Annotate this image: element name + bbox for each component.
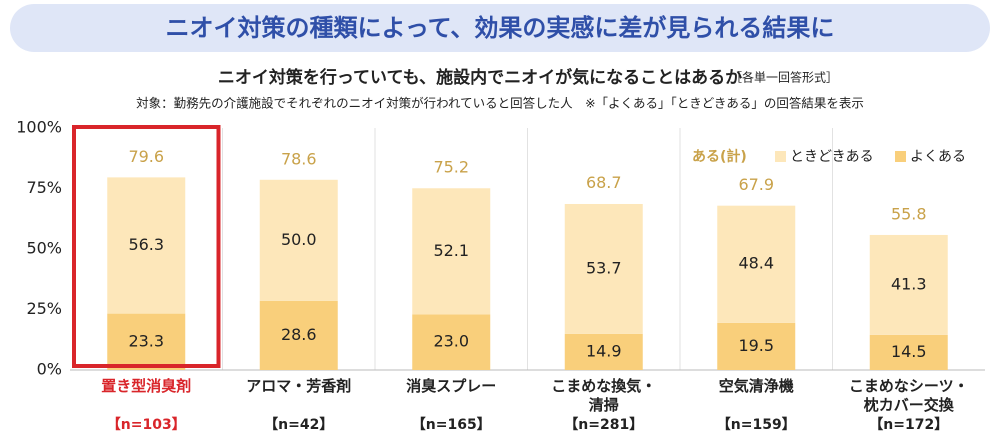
sample-size: 【n=172】 (869, 417, 948, 433)
x-tick-label: 消臭スプレー (406, 377, 496, 395)
bar-segment (717, 322, 796, 370)
legend-label: ある(計) (692, 148, 747, 165)
banner: ニオイ対策の種類によって、効果の実感に差が見られる結果に (166, 14, 835, 42)
value-label: 56.3 (128, 235, 164, 254)
total-label: 68.7 (586, 173, 622, 192)
total-label: 75.2 (433, 158, 469, 177)
sample-size: 【n=159】 (717, 417, 796, 433)
subtitle: ［各単一回答形式］ (730, 70, 838, 85)
value-label: 14.9 (586, 341, 622, 360)
value-label: 50.0 (281, 230, 317, 249)
sample-size: 【n=165】 (412, 417, 491, 433)
banner-bg (10, 4, 990, 52)
value-label: 23.3 (128, 331, 164, 350)
bar-segment (412, 314, 491, 370)
value-label: 19.5 (738, 336, 774, 355)
sample-size: 【n=42】 (264, 417, 333, 433)
value-label: 48.4 (738, 254, 774, 273)
legend-label: ときどきある (790, 149, 874, 165)
bar-segment (869, 234, 948, 335)
bar-segment (259, 179, 338, 301)
y-tick-label: 50% (26, 239, 62, 258)
y-tick-label: 0% (37, 360, 62, 379)
value-label: 52.1 (433, 241, 469, 260)
y-tick-label: 100% (16, 118, 62, 137)
bar-segment (717, 205, 796, 323)
x-tick-label: こまめなシーツ・枕カバー交換 (849, 377, 969, 414)
bar-segment (869, 334, 948, 370)
y-tick-label: 25% (26, 299, 62, 318)
chart-title: ニオイ対策を行っていても、施設内でニオイが気になることはあるか (218, 67, 742, 88)
highlight-box (72, 125, 221, 368)
bar-segment (259, 300, 338, 370)
value-label: 53.7 (586, 258, 622, 277)
bar-segment (412, 188, 491, 315)
legend-label: よくある (910, 149, 966, 165)
x-tick-label: こまめな換気・清掃 (551, 377, 656, 414)
value-label: 23.0 (433, 332, 469, 351)
value-label: 28.6 (281, 325, 317, 344)
total-label: 55.8 (891, 204, 927, 223)
bar-segment (107, 313, 186, 370)
sample-size: 【n=281】 (564, 417, 643, 433)
x-tick-label: 置き型消臭剤 (101, 377, 191, 395)
sample-size: 【n=103】 (107, 417, 186, 433)
x-tick-label: 空気清浄機 (719, 377, 794, 395)
bar-segment (107, 177, 186, 314)
note: 対象：勤務先の介護施設でそれぞれのニオイ対策が行われていると回答した人 ※「よく… (136, 96, 864, 111)
total-label: 78.6 (281, 149, 317, 168)
bar-segment (564, 333, 643, 370)
legend-swatch (895, 151, 906, 162)
value-label: 14.5 (891, 342, 927, 361)
total-label: 79.6 (128, 147, 164, 166)
bar-segment (564, 203, 643, 334)
x-tick-label: アロマ・芳香剤 (246, 377, 351, 395)
y-tick-label: 75% (26, 178, 62, 197)
total-label: 67.9 (738, 175, 774, 194)
legend-swatch (775, 151, 786, 162)
value-label: 41.3 (891, 274, 927, 293)
